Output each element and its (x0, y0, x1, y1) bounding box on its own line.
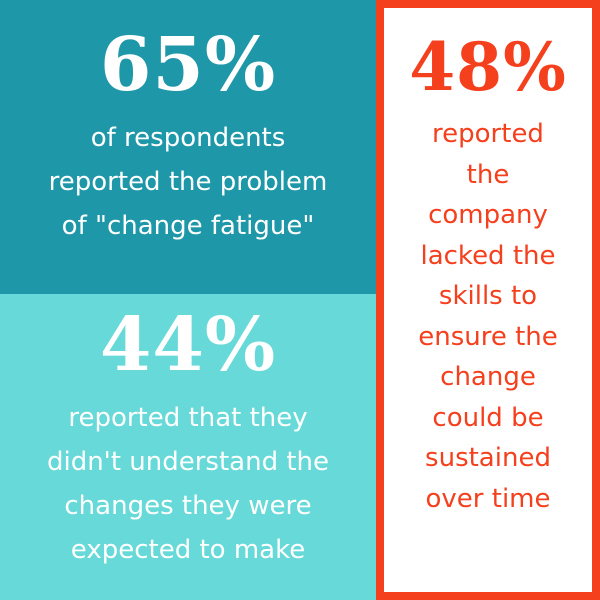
stat-description: of respondents reported the problem of "… (0, 116, 376, 248)
stat-description-line: of respondents (90, 123, 286, 153)
stat-description-line: didn't understand the (46, 447, 330, 477)
stat-percent: 65% (99, 22, 277, 108)
stat-description-line: of "change fatigue" (61, 211, 315, 241)
stat-percent: 44% (99, 302, 277, 388)
stat-description-line: reported that they (68, 403, 308, 433)
stat-description-line: lacked the (420, 240, 556, 271)
stat-description-line: changes they were (64, 491, 312, 521)
stat-description-line: could be (432, 402, 544, 433)
stat-percent: 48% (409, 28, 567, 106)
stat-description-line: over time (425, 483, 551, 514)
stat-description-line: expected to make (70, 535, 306, 565)
stat-description-line: reported the problem (48, 167, 328, 197)
stat-description-line: skills to (438, 281, 538, 311)
stat-description-line: change (440, 362, 536, 392)
stat-description: reported the company lacked the skills t… (384, 114, 592, 519)
stat-panel-skills: 48% reported the company lacked the skil… (376, 0, 600, 600)
stat-panel-understanding: 44% reported that they didn't understand… (0, 294, 376, 600)
stat-description-line: sustained (425, 443, 551, 473)
stat-description: reported that they didn't understand the… (0, 396, 376, 572)
stat-description-line: company (428, 200, 548, 230)
stat-description-line: ensure the (418, 321, 558, 352)
stat-description-line: the (466, 159, 510, 190)
stat-description-line: reported (432, 119, 544, 149)
stat-panel-change-fatigue: 65% of respondents reported the problem … (0, 0, 376, 294)
